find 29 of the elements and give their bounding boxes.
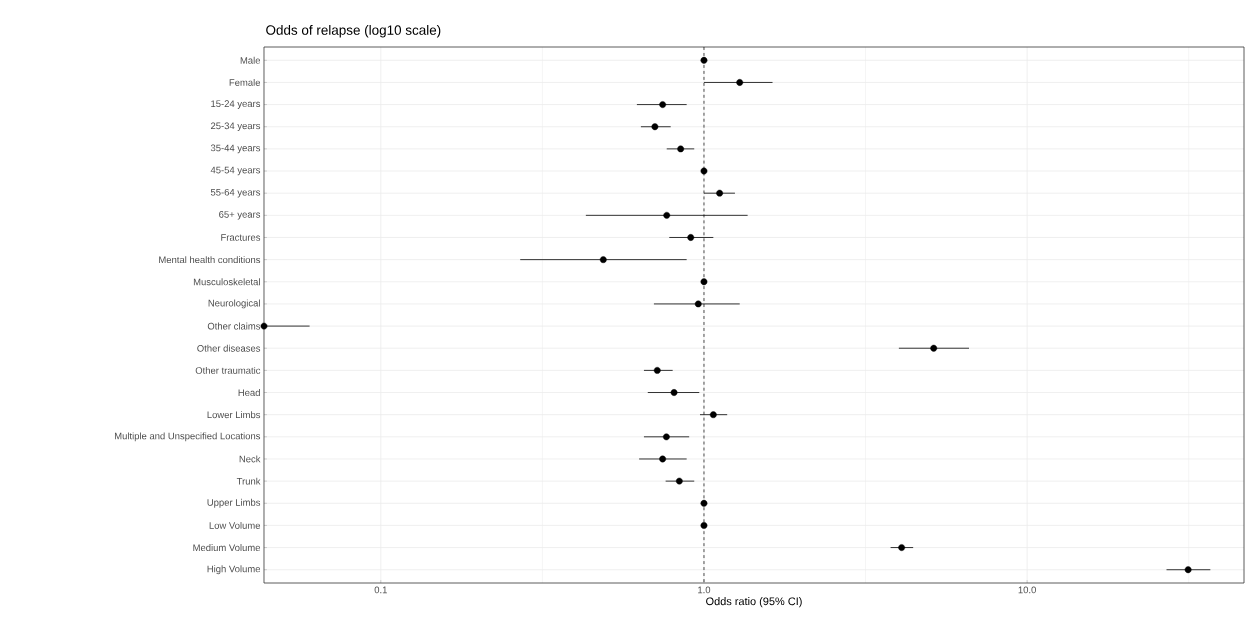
y-tick-label: Upper Limbs: [207, 498, 261, 508]
y-tick-label: High Volume: [207, 565, 261, 575]
x-axis-title: Odds ratio (95% CI): [706, 597, 802, 608]
y-tick-label: Fractures: [221, 234, 261, 241]
y-tick-label: Neurological: [208, 299, 260, 309]
y-tick-label: Other diseases: [197, 344, 261, 352]
y-tick-label: Multiple and Unspecified Locations: [114, 432, 261, 442]
y-tick-label: Musculoskeletal: [193, 278, 260, 286]
y-tick-label: 35-44 years: [210, 144, 261, 154]
x-tick-label: 1.0: [698, 586, 711, 594]
y-tick-label: 25-34 years: [210, 122, 261, 132]
y-tick-label: Other claims: [207, 322, 261, 330]
y-tick-label: Female: [229, 78, 261, 86]
y-tick-label: 55-64 years: [210, 188, 261, 198]
y-tick-label: Medium Volume: [193, 544, 261, 552]
y-tick-label: Lower Limbs: [207, 411, 261, 419]
y-tick-label: 65+ years: [219, 211, 261, 220]
y-tick-label: Male: [240, 56, 261, 64]
y-tick-label: Trunk: [236, 477, 261, 485]
x-tick-label: 10.0: [1018, 586, 1036, 594]
y-tick-label: Low Volume: [209, 521, 261, 529]
x-tick-label: 0.1: [374, 586, 387, 594]
chart-title: Odds of relapse (log10 scale): [266, 24, 441, 38]
y-tick-label: 15-24 years: [211, 100, 261, 109]
y-tick-label: 45-54 years: [210, 166, 261, 176]
y-tick-label: Other traumatic: [195, 366, 261, 374]
y-tick-label: Neck: [239, 455, 261, 463]
y-tick-label: Head: [238, 389, 260, 396]
y-tick-label: Mental health conditions: [159, 256, 261, 264]
